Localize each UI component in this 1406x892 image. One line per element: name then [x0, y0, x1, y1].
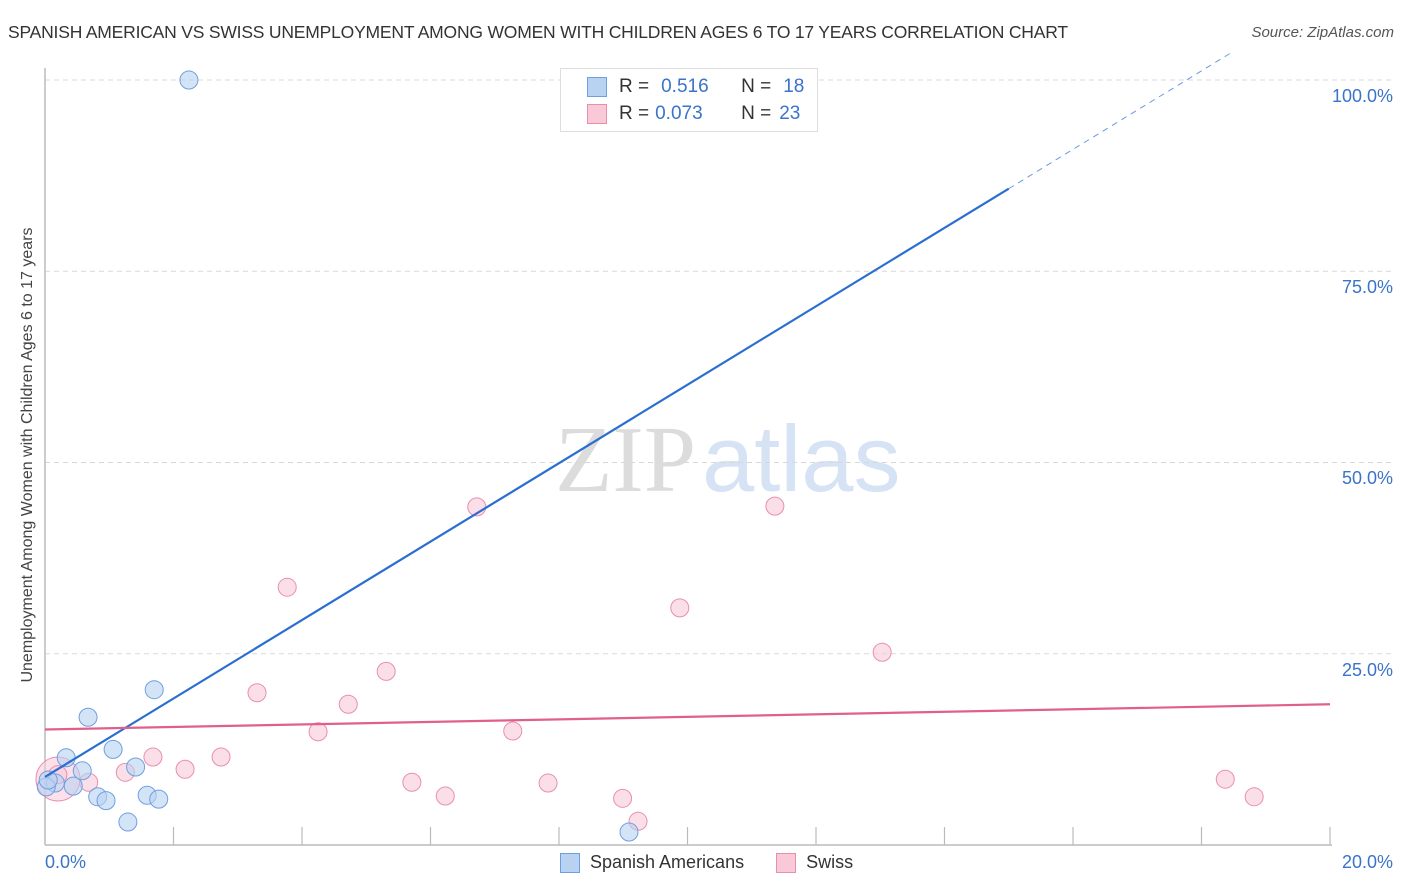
stats-row-swiss: R = 0.073 N = 23 — [587, 102, 800, 126]
data-point — [63, 776, 83, 796]
data-point — [670, 598, 690, 618]
data-point — [126, 757, 146, 777]
data-point — [103, 739, 123, 759]
watermark: ZIPatlas — [555, 405, 901, 514]
r-value: 0.516 — [661, 76, 709, 97]
swiss-points — [35, 496, 1264, 831]
y-tick-75: 75.0% — [1341, 277, 1393, 297]
y-tick-25: 25.0% — [1341, 660, 1393, 680]
data-point — [1244, 787, 1264, 807]
data-point — [538, 773, 558, 793]
series-legend: Spanish Americans Swiss — [560, 852, 885, 873]
data-point — [211, 747, 231, 767]
data-point — [72, 761, 92, 781]
data-point — [118, 812, 138, 832]
data-point — [338, 694, 358, 714]
x-tick-20: 20.0% — [1341, 852, 1393, 872]
swiss-trendline — [44, 703, 1331, 731]
data-point — [872, 642, 892, 662]
data-point — [179, 70, 199, 90]
spanish-americans-trendline-extension — [1008, 52, 1231, 190]
source-label: Source: ZipAtlas.com — [1251, 24, 1394, 41]
data-point — [503, 721, 523, 741]
spanish-americans-trendline — [44, 187, 1010, 778]
chart-title: SPANISH AMERICAN VS SWISS UNEMPLOYMENT A… — [8, 22, 1068, 42]
legend-item-spanish-americans[interactable]: Spanish Americans — [560, 852, 744, 873]
n-value: 18 — [783, 76, 805, 97]
pink-swatch-icon — [587, 104, 607, 124]
n-label: N = — [741, 103, 772, 124]
data-point — [613, 788, 633, 808]
stats-row-spanish-americans: R = 0.516 N = 18 — [587, 75, 804, 99]
blue-swatch-icon — [587, 77, 607, 97]
data-point — [96, 791, 116, 811]
data-point — [402, 772, 422, 792]
watermark-atlas: atlas — [702, 406, 901, 511]
data-point — [78, 707, 98, 727]
data-point — [376, 661, 396, 681]
data-point — [765, 496, 785, 516]
n-value: 23 — [779, 103, 801, 124]
data-point — [143, 747, 163, 767]
r-label: R = — [619, 103, 650, 124]
x-tick-0: 0.0% — [45, 852, 87, 872]
data-point — [435, 786, 455, 806]
data-point — [277, 577, 297, 597]
data-point — [144, 680, 164, 700]
data-point — [149, 789, 169, 809]
data-point — [38, 770, 58, 790]
y-tick-50: 50.0% — [1341, 468, 1393, 488]
spanish-americans-points — [36, 70, 767, 842]
trendlines — [44, 52, 1331, 778]
legend-item-swiss[interactable]: Swiss — [776, 852, 853, 873]
r-label: R = — [619, 76, 650, 97]
blue-swatch-icon — [560, 852, 580, 873]
watermark-zip: ZIP — [555, 408, 696, 512]
data-point — [175, 759, 195, 779]
stats-legend: R = 0.516 N = 18 R = 0.073 N = 23 — [560, 68, 818, 132]
y-tick-100: 100.0% — [1331, 86, 1393, 106]
data-point — [308, 722, 328, 742]
data-point — [619, 822, 639, 842]
data-point — [247, 683, 267, 703]
gridlines — [45, 79, 1395, 655]
pink-swatch-icon — [776, 852, 797, 873]
r-value: 0.073 — [655, 103, 703, 124]
legend-label: Spanish Americans — [590, 852, 745, 872]
axes — [44, 68, 1332, 846]
n-label: N = — [741, 76, 772, 97]
legend-label: Swiss — [806, 852, 854, 872]
data-point — [1215, 769, 1235, 789]
